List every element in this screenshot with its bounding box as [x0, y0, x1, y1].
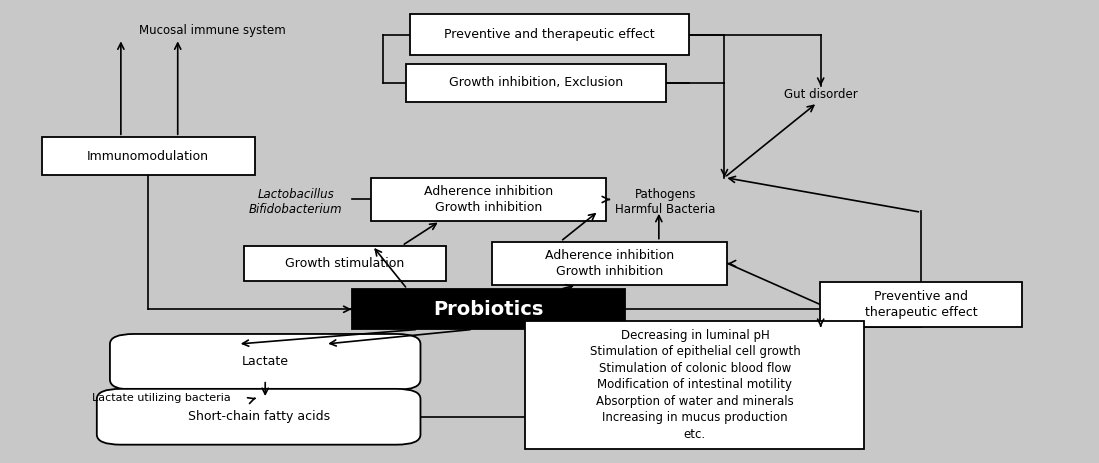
- Text: Decreasing in luminal pH
Stimulation of epithelial cell growth
Stimulation of co: Decreasing in luminal pH Stimulation of …: [589, 329, 800, 441]
- FancyBboxPatch shape: [820, 282, 1022, 327]
- FancyBboxPatch shape: [244, 246, 446, 282]
- FancyBboxPatch shape: [110, 334, 421, 390]
- Text: Short-chain fatty acids: Short-chain fatty acids: [188, 410, 330, 423]
- FancyBboxPatch shape: [97, 389, 421, 444]
- Text: Preventive and
therapeutic effect: Preventive and therapeutic effect: [865, 290, 978, 319]
- Text: Immunomodulation: Immunomodulation: [87, 150, 209, 163]
- Text: Adherence inhibition
Growth inhibition: Adherence inhibition Growth inhibition: [545, 249, 674, 278]
- FancyBboxPatch shape: [42, 137, 255, 175]
- Text: Gut disorder: Gut disorder: [784, 88, 857, 101]
- FancyBboxPatch shape: [370, 178, 606, 221]
- FancyBboxPatch shape: [525, 321, 865, 449]
- Text: Mucosal immune system: Mucosal immune system: [140, 24, 286, 37]
- FancyBboxPatch shape: [410, 14, 689, 56]
- FancyBboxPatch shape: [407, 64, 666, 101]
- Text: Growth inhibition, Exclusion: Growth inhibition, Exclusion: [449, 76, 623, 89]
- Text: Pathogens
Harmful Bacteria: Pathogens Harmful Bacteria: [615, 188, 715, 216]
- Text: Growth stimulation: Growth stimulation: [286, 257, 404, 270]
- Text: Lactate: Lactate: [242, 356, 289, 369]
- Text: Lactate utilizing bacteria: Lactate utilizing bacteria: [92, 393, 231, 402]
- Text: Probiotics: Probiotics: [433, 300, 543, 319]
- Text: Adherence inhibition
Growth inhibition: Adherence inhibition Growth inhibition: [424, 185, 553, 214]
- FancyBboxPatch shape: [352, 289, 625, 329]
- Text: Lactobacillus
Bifidobacterium: Lactobacillus Bifidobacterium: [249, 188, 343, 216]
- FancyBboxPatch shape: [492, 242, 728, 285]
- Text: Preventive and therapeutic effect: Preventive and therapeutic effect: [444, 28, 655, 41]
